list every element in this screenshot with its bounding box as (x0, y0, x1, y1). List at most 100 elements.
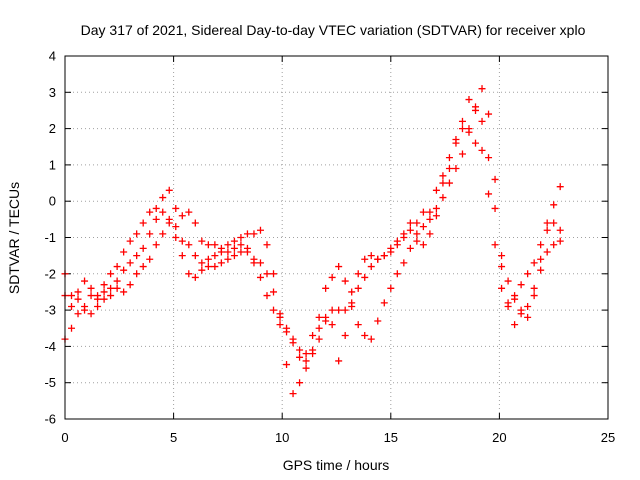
data-point (256, 259, 264, 267)
data-point (354, 270, 362, 278)
data-point (87, 310, 95, 318)
data-point (126, 237, 134, 245)
data-point (472, 139, 480, 147)
data-point (511, 295, 519, 303)
data-point (198, 266, 206, 274)
chart-title: Day 317 of 2021, Sidereal Day-to-day VTE… (81, 22, 586, 38)
data-point (367, 335, 375, 343)
y-tick-label: -1 (44, 230, 56, 245)
data-point (498, 263, 506, 271)
data-point (139, 244, 147, 252)
data-point (406, 219, 414, 227)
data-point (107, 292, 115, 300)
data-point (133, 230, 141, 238)
data-point (159, 208, 167, 216)
data-point (335, 357, 343, 365)
data-point (113, 277, 121, 285)
data-point (485, 154, 493, 162)
data-point (393, 237, 401, 245)
data-point (432, 186, 440, 194)
data-point (445, 154, 453, 162)
data-point (556, 226, 564, 234)
data-point (432, 212, 440, 220)
data-point (263, 241, 271, 249)
data-point (504, 302, 512, 310)
data-point (315, 313, 323, 321)
data-point (485, 190, 493, 198)
data-point (224, 241, 232, 249)
data-point (120, 288, 128, 296)
data-point (256, 226, 264, 234)
data-point (315, 324, 323, 332)
data-point (152, 215, 160, 223)
data-point (328, 306, 336, 314)
data-point (100, 281, 108, 289)
data-point (289, 339, 297, 347)
data-point (556, 237, 564, 245)
data-point (361, 332, 369, 340)
x-tick-label: 15 (384, 430, 398, 445)
data-point (309, 332, 317, 340)
data-point (126, 281, 134, 289)
data-point (133, 270, 141, 278)
data-point (217, 259, 225, 267)
data-point (94, 295, 102, 303)
data-point (374, 255, 382, 263)
data-point (152, 241, 160, 249)
data-point (146, 230, 154, 238)
data-point (491, 241, 499, 249)
data-point (504, 277, 512, 285)
data-point (478, 146, 486, 154)
data-point (100, 288, 108, 296)
data-point (185, 270, 193, 278)
data-point (361, 255, 369, 263)
data-point (126, 259, 134, 267)
data-point (543, 219, 551, 227)
data-point (152, 204, 160, 212)
data-point (270, 288, 278, 296)
data-point (217, 248, 225, 256)
data-point (263, 292, 271, 300)
data-point (322, 313, 330, 321)
y-tick-label: -3 (44, 303, 56, 318)
data-point (524, 270, 532, 278)
data-point (230, 244, 238, 252)
y-tick-label: -2 (44, 266, 56, 281)
data-point (191, 219, 199, 227)
data-points (61, 85, 564, 398)
data-point (165, 219, 173, 227)
y-tick-label: 0 (49, 194, 56, 209)
data-point (165, 186, 173, 194)
data-point (100, 295, 108, 303)
data-point (113, 263, 121, 271)
x-tick-label: 25 (601, 430, 615, 445)
data-point (139, 219, 147, 227)
data-point (498, 252, 506, 260)
data-point (419, 223, 427, 231)
data-point (289, 390, 297, 398)
data-point (204, 255, 212, 263)
data-point (400, 234, 408, 241)
data-point (530, 284, 538, 292)
data-point (445, 179, 453, 187)
data-point (315, 335, 323, 343)
data-point (296, 353, 304, 361)
data-point (393, 270, 401, 278)
data-point (491, 204, 499, 212)
data-point (107, 284, 115, 292)
data-point (354, 284, 362, 292)
data-point (224, 248, 232, 256)
data-point (81, 306, 89, 314)
data-point (178, 212, 186, 220)
x-axis-ticks: 0 5 10 15 20 25 (61, 56, 615, 445)
x-axis-label: GPS time / hours (283, 457, 390, 473)
data-point (68, 292, 76, 300)
y-tick-label: -4 (44, 339, 56, 354)
data-point (87, 284, 95, 292)
data-point (68, 302, 76, 310)
data-point (191, 273, 199, 281)
y-tick-label: -6 (44, 412, 56, 427)
data-point (204, 263, 212, 271)
data-point (354, 321, 362, 329)
data-point (556, 183, 564, 191)
